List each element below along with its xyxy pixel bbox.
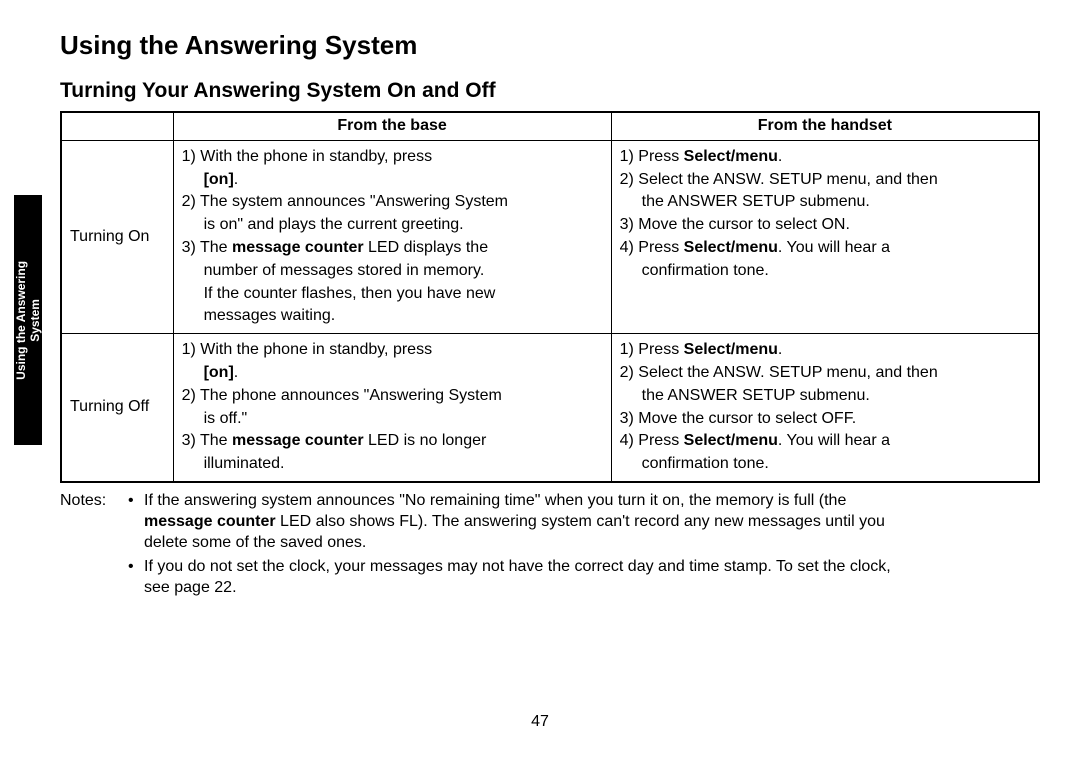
text: 4) Press [620,432,684,449]
text: 2) The phone announces "Answering System [182,387,502,404]
text: is off." [204,410,248,427]
page-content: Using the Answering System Turning Your … [0,0,1080,633]
text: delete some of the saved ones. [144,534,366,551]
cell-off-handset: 1) Press Select/menu. 2) Select the ANSW… [611,334,1039,482]
text: . You will hear a [778,239,890,256]
bullet-icon: • [128,557,144,578]
text: 2) Select the ANSW. SETUP menu, and then [620,364,938,381]
cell-off-base: 1) With the phone in standby, press [on]… [173,334,611,482]
row-label-off: Turning Off [61,334,173,482]
cell-on-base: 1) With the phone in standby, press [on]… [173,140,611,333]
text-bold: Select/menu [684,148,778,165]
text: confirmation tone. [642,262,769,279]
table-row: Turning On 1) With the phone in standby,… [61,140,1039,333]
text-bold: [on] [204,364,234,381]
text-bold: message counter [232,432,364,449]
row-label-on: Turning On [61,140,173,333]
text: 1) With the phone in standby, press [182,148,433,165]
page-number: 47 [0,713,1080,731]
header-base: From the base [173,112,611,140]
table-header-row: From the base From the handset [61,112,1039,140]
text: . [778,341,782,358]
text: LED also shows FL). The answering system… [276,513,885,530]
text: If the counter flashes, then you have ne… [204,285,496,302]
text: 4) Press [620,239,684,256]
text: . [778,148,782,165]
text: LED is no longer [364,432,487,449]
text: illuminated. [204,455,285,472]
text: 2) Select the ANSW. SETUP menu, and then [620,171,938,188]
text: messages waiting. [204,307,336,324]
text: see page 22. [144,579,237,596]
notes-label: Notes: [60,491,128,512]
text: . [234,171,238,188]
header-handset: From the handset [611,112,1039,140]
text: LED displays the [364,239,489,256]
text: 3) The [182,432,232,449]
text: the ANSWER SETUP submenu. [642,193,870,210]
header-empty [61,112,173,140]
text: 3) Move the cursor to select ON. [620,216,850,233]
text: is on" and plays the current greeting. [204,216,464,233]
text: If you do not set the clock, your messag… [144,558,891,575]
page-subtitle: Turning Your Answering System On and Off [60,79,1040,103]
text: 3) The [182,239,232,256]
text: If the answering system announces "No re… [144,492,846,509]
notes-section: Notes: • If the answering system announc… [60,491,1040,599]
text: 2) The system announces "Answering Syste… [182,193,508,210]
note-item: If the answering system announces "No re… [144,491,1040,553]
bullet-icon: • [128,491,144,512]
text-bold: Select/menu [684,239,778,256]
text-bold: [on] [204,171,234,188]
text: . [234,364,238,381]
text: . You will hear a [778,432,890,449]
text-bold: message counter [232,239,364,256]
text: 1) Press [620,148,684,165]
text: number of messages stored in memory. [204,262,485,279]
cell-on-handset: 1) Press Select/menu. 2) Select the ANSW… [611,140,1039,333]
table-row: Turning Off 1) With the phone in standby… [61,334,1039,482]
text-bold: Select/menu [684,432,778,449]
text: 3) Move the cursor to select OFF. [620,410,857,427]
text: the ANSWER SETUP submenu. [642,387,870,404]
instruction-table: From the base From the handset Turning O… [60,111,1040,483]
text-bold: message counter [144,513,276,530]
text: 1) Press [620,341,684,358]
page-title: Using the Answering System [60,30,1040,61]
note-item: If you do not set the clock, your messag… [144,557,1040,599]
text: 1) With the phone in standby, press [182,341,433,358]
text: confirmation tone. [642,455,769,472]
text-bold: Select/menu [684,341,778,358]
